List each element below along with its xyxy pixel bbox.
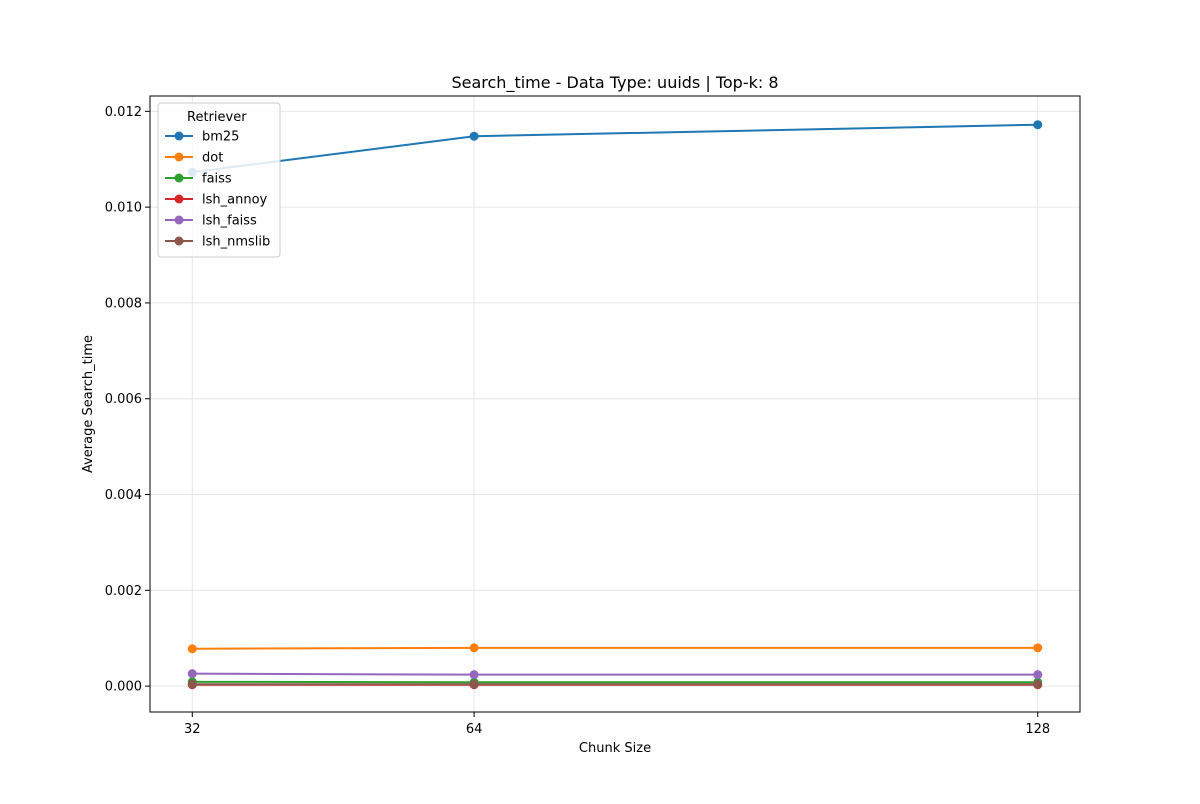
data-point-dot: [1033, 643, 1042, 652]
series-line-bm25: [192, 125, 1037, 172]
series-dot: [188, 643, 1042, 653]
grid-lines: [150, 96, 1080, 712]
data-point-lsh_nmslib: [188, 680, 197, 689]
series-lines: [188, 120, 1042, 689]
legend-marker-lsh_annoy: [175, 195, 184, 204]
y-tick-label: 0.012: [105, 105, 142, 120]
legend-label-lsh_annoy: lsh_annoy: [202, 193, 268, 208]
x-tick-label: 128: [1025, 722, 1050, 737]
series-line-dot: [192, 648, 1037, 649]
data-point-lsh_faiss: [188, 669, 197, 678]
legend-label-dot: dot: [202, 151, 223, 166]
x-tick-label: 32: [184, 722, 201, 737]
x-axis-label: Chunk Size: [579, 741, 651, 756]
plot-frame: [150, 96, 1080, 712]
data-point-bm25: [470, 132, 479, 141]
y-tick-label: 0.004: [105, 488, 142, 503]
y-axis-label: Average Search_time: [81, 335, 96, 473]
data-point-lsh_nmslib: [1033, 680, 1042, 689]
legend-marker-lsh_nmslib: [175, 237, 184, 246]
y-tick-label: 0.002: [105, 584, 142, 599]
data-point-lsh_faiss: [470, 670, 479, 679]
chart-title: Search_time - Data Type: uuids | Top-k: …: [451, 73, 778, 93]
data-point-dot: [470, 643, 479, 652]
legend-label-bm25: bm25: [202, 130, 239, 145]
data-point-dot: [188, 644, 197, 653]
data-point-bm25: [1033, 120, 1042, 129]
y-tick-label: 0.000: [105, 680, 142, 695]
y-tick-label: 0.008: [105, 296, 142, 311]
legend-label-lsh_nmslib: lsh_nmslib: [202, 235, 270, 250]
y-tick-label: 0.010: [105, 201, 142, 216]
series-line-lsh_faiss: [192, 674, 1037, 675]
legend: Retriever bm25 dot faiss lsh_annoy lsh_faissl…: [158, 103, 280, 257]
legend-marker-dot: [175, 153, 184, 162]
x-tick-label: 64: [466, 722, 483, 737]
legend-marker-bm25: [175, 132, 184, 141]
legend-marker-faiss: [175, 174, 184, 183]
legend-label-lsh_faiss: lsh_faiss: [202, 214, 257, 229]
legend-marker-lsh_faiss: [175, 216, 184, 225]
series-bm25: [188, 120, 1042, 176]
data-point-lsh_faiss: [1033, 670, 1042, 679]
legend-title: Retriever: [187, 110, 247, 125]
series-lsh_faiss: [188, 669, 1042, 679]
y-tick-label: 0.006: [105, 392, 142, 407]
data-point-lsh_nmslib: [470, 680, 479, 689]
legend-label-faiss: faiss: [202, 172, 232, 187]
